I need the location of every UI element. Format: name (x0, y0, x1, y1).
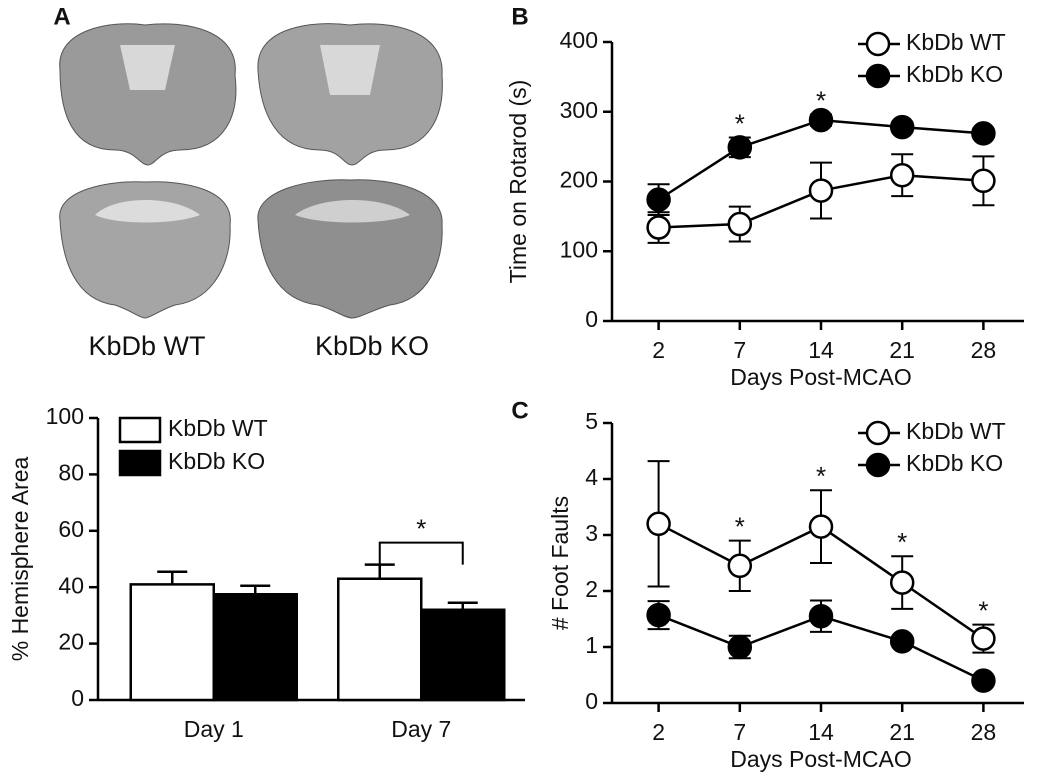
y-tick-label: 0 (585, 688, 598, 714)
data-point (971, 121, 996, 146)
data-point (646, 215, 671, 240)
x-axis-label: Days Post-MCAO (730, 746, 911, 772)
x-tick-label: 2 (652, 337, 665, 363)
legend-label: KbDb KO (168, 448, 265, 474)
data-point (808, 178, 834, 203)
brain-images (59, 23, 443, 319)
data-point (727, 211, 753, 237)
legend-label: KbDb WT (906, 418, 1006, 444)
y-tick-label: 100 (560, 236, 598, 262)
data-point (646, 602, 671, 628)
data-point (727, 553, 753, 579)
x-tick-label: 21 (889, 337, 915, 363)
data-point (646, 187, 671, 212)
y-tick-label: 20 (58, 629, 84, 655)
y-tick-label: 400 (560, 27, 598, 53)
bar (337, 577, 423, 702)
legend-swatch (118, 416, 162, 444)
x-tick-label: 7 (733, 719, 746, 745)
y-axis-label: # Foot Faults (547, 496, 573, 630)
x-tick-label: 28 (971, 337, 997, 363)
legend-marker (865, 31, 891, 57)
data-point (889, 629, 915, 654)
y-tick-label: 5 (585, 408, 598, 434)
significance-label: * (816, 85, 826, 115)
legend-marker (865, 63, 891, 89)
legend-marker (865, 420, 891, 446)
significance-label: * (816, 461, 826, 491)
x-axis-label: Days Post-MCAO (730, 364, 911, 390)
legend-label: KbDb WT (906, 29, 1006, 55)
y-tick-label: 3 (585, 520, 598, 546)
significance-bracket (378, 541, 464, 565)
significance-label: * (735, 108, 745, 138)
data-point (971, 668, 996, 693)
data-point (727, 135, 753, 160)
data-point (808, 603, 834, 629)
legend-label: KbDb KO (906, 450, 1003, 476)
significance-label: * (735, 511, 745, 541)
legend-label: KbDb WT (168, 415, 268, 441)
y-tick-label: 1 (585, 632, 598, 658)
panel-label: B (511, 3, 528, 30)
image-caption: KbDb KO (315, 331, 429, 361)
brain-detail (120, 45, 175, 90)
y-tick-label: 40 (58, 572, 84, 598)
y-tick-label: 2 (585, 576, 598, 602)
x-tick-label: 14 (808, 719, 834, 745)
data-point (646, 511, 671, 537)
legend-marker (865, 452, 891, 478)
x-tick-label: 14 (808, 337, 834, 363)
data-point (808, 514, 834, 539)
y-tick-label: 300 (560, 97, 598, 123)
y-tick-label: 0 (71, 685, 84, 711)
bar (420, 608, 506, 702)
x-tick-label: 2 (652, 719, 665, 745)
data-point (889, 114, 915, 140)
data-point (808, 107, 834, 133)
y-tick-label: 200 (560, 167, 598, 193)
data-point (889, 162, 915, 188)
y-tick-label: 60 (58, 516, 84, 542)
data-point (971, 626, 996, 651)
x-tick-label: Day 7 (391, 716, 451, 742)
panel-label: A (53, 3, 70, 30)
brain-detail (320, 45, 380, 95)
y-axis-label: Time on Rotarod (s) (505, 80, 531, 284)
y-tick-label: 100 (46, 403, 84, 429)
bar (212, 593, 298, 702)
legend-label: KbDb KO (906, 61, 1003, 87)
data-point (727, 634, 753, 660)
y-tick-label: 80 (58, 459, 84, 485)
significance-label: * (978, 595, 988, 625)
data-point (971, 168, 996, 194)
legend-swatch (118, 449, 162, 477)
y-tick-label: 4 (585, 464, 598, 490)
brain-detail (295, 200, 410, 223)
brain-detail (95, 200, 200, 223)
significance-label: * (416, 514, 426, 544)
brain-section (59, 23, 237, 166)
image-caption: KbDb WT (88, 331, 205, 361)
x-tick-label: Day 1 (184, 716, 244, 742)
bar (129, 583, 215, 702)
panel-label: C (511, 397, 528, 424)
x-tick-label: 7 (733, 337, 746, 363)
significance-label: * (897, 527, 907, 557)
y-axis-label: % Hemisphere Area (7, 457, 33, 662)
x-tick-label: 28 (971, 719, 997, 745)
y-tick-label: 0 (585, 306, 598, 332)
data-point (889, 570, 915, 595)
x-tick-label: 21 (889, 719, 915, 745)
